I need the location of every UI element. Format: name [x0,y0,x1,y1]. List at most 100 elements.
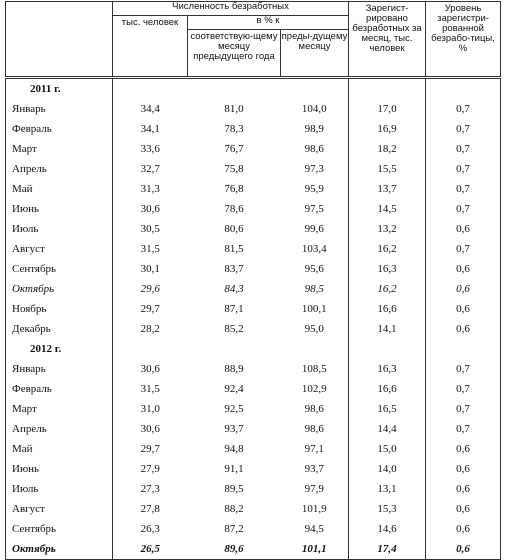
month-label: Февраль [5,119,113,139]
table-row: Июнь 27,9 91,1 93,7 14,0 0,6 [5,459,502,479]
value-cell: 0,6 [425,519,502,539]
header-cell: Зарегист-рировано безработных за месяц, … [348,1,427,78]
month-label: Февраль [5,379,113,399]
empty-cell [348,76,426,99]
month-label: Апрель [5,159,113,179]
value-cell: 102,9 [301,383,327,395]
value-cell: 92,5 [224,403,244,415]
value-cell: 78,6 [224,203,244,215]
value-cell: 89,5 [224,483,244,495]
month-label: Октябрь [5,279,113,299]
year-label: 2012 г. [5,339,113,359]
value-cell: 101,1 [280,539,349,560]
table-row: Май 29,7 94,8 97,1 15,0 0,6 [5,439,502,459]
value-cell: 78,3 [224,123,244,135]
value-cell: 15,3 [348,499,426,519]
empty-cell [280,76,349,99]
value-cell: 30,6 [112,199,188,219]
value-cell: 99,6 [304,223,324,235]
value-cell: 76,7 [224,143,244,155]
value-cell: 17,4 [348,539,426,560]
value-cell: 97,3 [304,163,324,175]
value-cell: 0,7 [425,379,502,399]
value-cell: 14,5 [348,199,426,219]
value-cell: 95,9 [304,183,324,195]
month-label: Сентябрь [5,519,113,539]
header-cell: Уровень зарегистри-рованной безрабо-тицы… [425,1,502,78]
empty-cell [188,339,281,359]
header-blank [5,1,113,78]
value-cell: 18,2 [348,139,426,159]
value-cell: 0,7 [425,99,502,119]
table-row: Июль 30,5 80,6 99,6 13,2 0,6 [5,219,502,239]
table-row: Май 31,3 76,8 95,9 13,7 0,7 [5,179,502,199]
table-row: Февраль 31,5 92,4 102,9 16,6 0,7 [5,379,502,399]
value-cell: 16,2 [348,239,426,259]
value-cell: 27,8 [112,499,188,519]
unemployment-table: Численность безработных Зарегист-рирован… [5,1,502,560]
empty-cell [281,339,349,359]
header-cell: тыс. человек [112,15,188,78]
value-cell: 0,7 [425,179,502,199]
table-row: Октябрь 26,5 89,6 101,1 17,4 0,6 [5,539,502,560]
value-cell: 0,6 [425,279,502,299]
empty-cell [425,339,502,359]
month-label: Ноябрь [5,299,113,319]
value-cell: 0,7 [425,139,502,159]
value-cell: 0,6 [425,499,502,519]
value-cell: 98,5 [304,283,324,295]
value-cell: 91,1 [224,463,244,475]
table-row: Июнь 30,6 78,6 97,5 14,5 0,7 [5,199,502,219]
value-cell: 27,3 [112,479,188,499]
value-cell: 0,7 [425,119,502,139]
value-cell: 31,5 [112,239,188,259]
value-cell: 98,9 [304,123,324,135]
value-cell: 34,1 [112,119,188,139]
value-cell: 14,1 [348,319,426,339]
value-cell: 94,5 [304,523,324,535]
value-cell: 95,0 [304,323,324,335]
table-row: Март 31,0 92,5 98,6 16,5 0,7 [5,399,502,419]
empty-cell [348,339,426,359]
value-cell: 16,3 [348,259,426,279]
value-cell: 100,1 [301,303,327,315]
header-cell: Численность безработных [111,1,350,16]
month-label: Апрель [5,419,113,439]
value-cell: 85,2 [224,323,244,335]
value-cell: 84,3 [224,283,244,295]
value-cell: 0,6 [425,299,502,319]
month-label: Март [5,139,113,159]
value-cell: 83,7 [224,263,244,275]
value-cell: 32,7 [112,159,188,179]
value-cell: 81,5 [224,243,244,255]
value-cell: 30,6 [112,359,188,379]
value-cell: 93,7 [224,423,244,435]
value-cell: 76,8 [224,183,244,195]
table-row: Апрель 32,7 75,8 97,3 15,5 0,7 [5,159,502,179]
value-cell: 0,6 [425,459,502,479]
table-row: Апрель 30,6 93,7 98,6 14,4 0,7 [5,419,502,439]
value-cell: 97,9 [304,483,324,495]
value-cell: 75,8 [224,163,244,175]
value-cell: 15,0 [348,439,426,459]
value-cell: 0,7 [425,239,502,259]
value-cell: 16,9 [348,119,426,139]
table-row: Июль 27,3 89,5 97,9 13,1 0,6 [5,479,502,499]
value-cell: 31,5 [112,379,188,399]
value-cell: 0,7 [425,199,502,219]
value-cell: 31,3 [112,179,188,199]
value-cell: 0,7 [425,359,502,379]
value-cell: 88,2 [224,503,244,515]
month-label: Март [5,399,113,419]
value-cell: 88,9 [224,363,244,375]
value-cell: 95,6 [304,263,324,275]
value-cell: 101,9 [301,503,327,515]
month-label: Октябрь [5,539,113,560]
header-cell: в % к [186,15,350,30]
value-cell: 103,4 [301,243,327,255]
value-cell: 92,4 [224,383,244,395]
value-cell: 0,6 [425,259,502,279]
value-cell: 30,6 [112,419,188,439]
value-cell: 0,7 [425,419,502,439]
